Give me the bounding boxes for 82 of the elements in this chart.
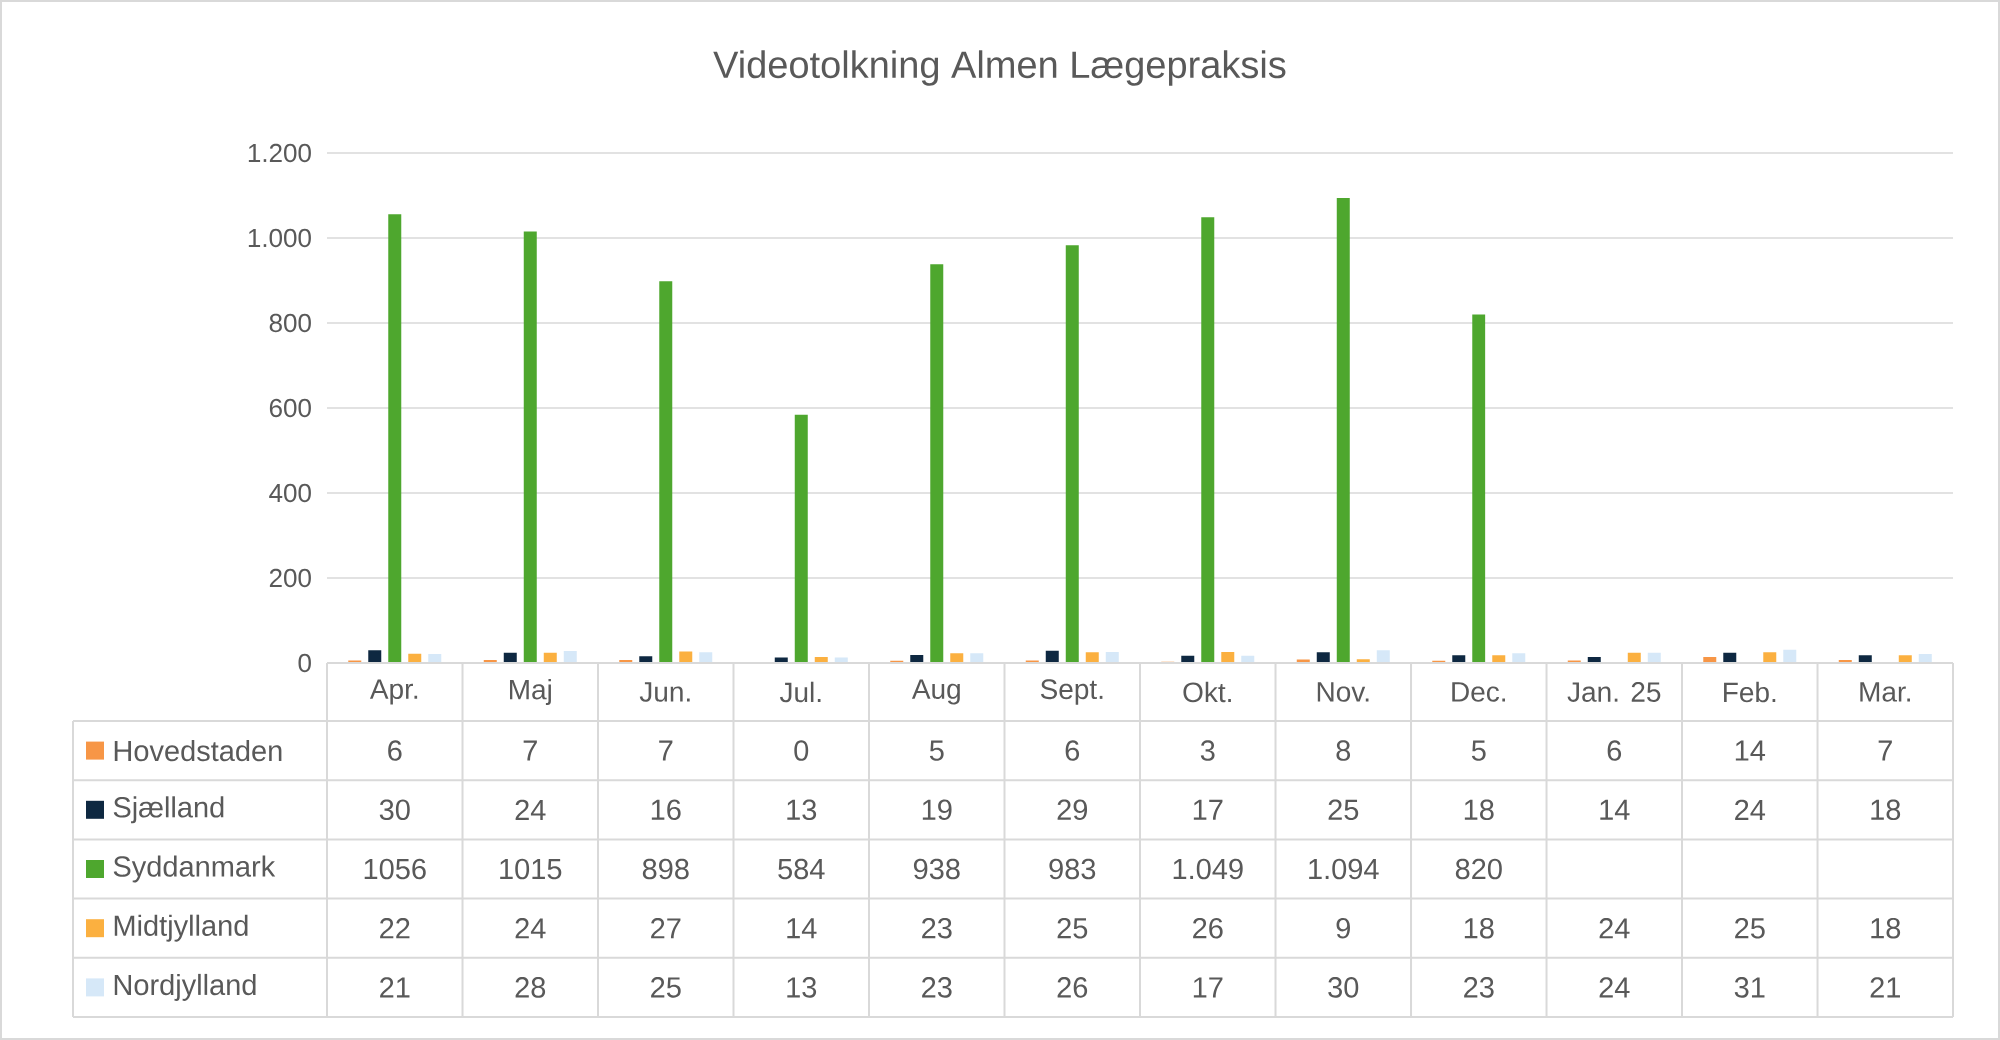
- x-tick-label: Maj: [509, 678, 551, 706]
- data-label: 25: [1057, 917, 1088, 939]
- data-label: 18: [1871, 917, 1901, 939]
- data-label: 24: [515, 799, 546, 820]
- x-tick-label: Apr.: [369, 679, 418, 705]
- data-label: 8: [1336, 740, 1351, 761]
- data-label: 14: [1600, 799, 1630, 820]
- data-label: 820: [1455, 858, 1502, 880]
- data-label: 25: [1328, 799, 1359, 821]
- legend-label: Sjælland: [113, 796, 224, 824]
- data-label: 26: [1057, 977, 1088, 998]
- data-label: 18: [1464, 917, 1494, 939]
- data-label: 938: [913, 858, 960, 880]
- y-tick-label: 800: [269, 313, 311, 333]
- data-label: 28: [515, 977, 546, 998]
- legend-label: Midtjylland: [114, 914, 248, 942]
- x-tick-label: Okt.: [1183, 681, 1231, 703]
- data-label: 19: [922, 799, 952, 821]
- chart-title: Videotolkning Almen Lægepraksis: [713, 50, 1286, 86]
- data-label: 7: [523, 740, 537, 761]
- data-label: 7: [1878, 740, 1892, 761]
- data-label: 13: [787, 977, 817, 998]
- data-label: 23: [922, 977, 952, 998]
- x-tick-label: Feb.: [1724, 681, 1776, 703]
- y-tick-label: 600: [269, 398, 311, 418]
- data-label: 25: [651, 977, 681, 998]
- y-tick-label: 1.000: [248, 228, 311, 248]
- data-label: 21: [380, 977, 410, 998]
- data-label: 21: [1870, 977, 1900, 998]
- data-label: 1.049: [1173, 858, 1243, 880]
- x-tick-label: Jun.: [639, 682, 690, 702]
- legend-label: Syddanmark: [113, 855, 276, 883]
- data-label: 5: [1471, 740, 1486, 761]
- data-label: 30: [1328, 977, 1359, 998]
- legend-label: Nordjylland: [114, 973, 256, 1001]
- data-label: 14: [1735, 740, 1766, 761]
- data-label: 5: [929, 740, 944, 761]
- data-label: 1015: [500, 858, 562, 880]
- data-label: 9: [1336, 917, 1350, 939]
- data-label: 29: [1057, 799, 1088, 821]
- data-label: 24: [1599, 977, 1630, 998]
- data-label: 18: [1464, 799, 1494, 821]
- x-tick-label: Dec.: [1452, 682, 1505, 702]
- x-tick-label: Mar.: [1860, 682, 1910, 702]
- x-tick-label: Sept.: [1040, 679, 1103, 705]
- data-label: 26: [1193, 917, 1223, 939]
- y-tick-label: 1.200: [248, 143, 311, 163]
- data-label: 16: [651, 799, 681, 821]
- data-label: 18: [1871, 799, 1901, 821]
- x-tick-label: Nov.: [1317, 682, 1369, 702]
- y-tick-label: 200: [269, 568, 311, 588]
- y-tick-label: 0: [298, 653, 311, 673]
- data-label: 1.094: [1309, 858, 1379, 880]
- x-tick-label: Jul.: [779, 681, 821, 703]
- data-label: 6: [1065, 740, 1080, 761]
- data-label: 27: [651, 918, 681, 939]
- data-label: 24: [1599, 918, 1630, 939]
- data-label: 7: [659, 740, 673, 761]
- data-label: 1056: [364, 858, 426, 880]
- data-label: 6: [1607, 740, 1622, 761]
- data-label: 983: [1049, 858, 1096, 880]
- data-label: 22: [380, 918, 410, 939]
- data-label: 23: [1464, 977, 1494, 998]
- data-label: 25: [1735, 917, 1765, 939]
- y-tick-label: 400: [269, 483, 311, 503]
- data-label: 23: [922, 917, 952, 939]
- data-label: 0: [794, 740, 809, 761]
- data-label: 24: [1735, 799, 1766, 820]
- data-label: 3: [1200, 740, 1215, 761]
- data-label: 17: [1193, 799, 1223, 820]
- data-label: 31: [1734, 977, 1765, 998]
- data-label: 13: [787, 799, 817, 821]
- data-label: 17: [1193, 977, 1223, 998]
- data-label: 24: [515, 918, 546, 939]
- x-tick-label: Aug: [911, 679, 960, 705]
- legend-label: Hovedstaden: [114, 739, 282, 762]
- data-label: 14: [787, 918, 817, 939]
- data-label: 6: [388, 740, 402, 761]
- x-tick-label: Jan. 25: [1567, 682, 1661, 702]
- data-label: 898: [642, 858, 689, 880]
- data-label: 584: [778, 858, 825, 880]
- data-label: 30: [379, 799, 410, 821]
